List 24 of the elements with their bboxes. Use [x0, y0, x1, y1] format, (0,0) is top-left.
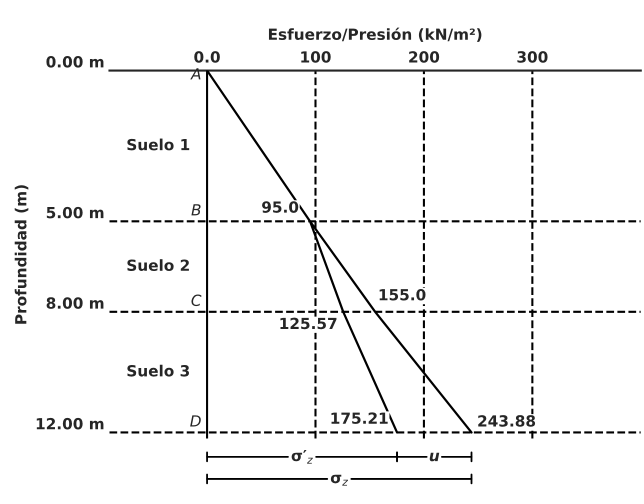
text: σ$_{z}$ [330, 474, 348, 486]
x-axis-title: Esfuerzo/Presión (kN/m²) [268, 28, 482, 42]
data-label: 243.88 [478, 415, 536, 427]
text: σ′$_{z}$ [292, 450, 313, 464]
data-label: 95.0 [262, 201, 298, 213]
annotation: Suelo 3 [127, 364, 190, 377]
annotation: B [191, 204, 201, 216]
annotation: D [190, 415, 201, 426]
annotation: Suelo 1 [127, 138, 190, 150]
x-tick-label: 100 [301, 51, 331, 63]
x-tick-label: 300 [517, 51, 548, 63]
y-tick-label: 5.00 m [46, 206, 104, 218]
y-tick-label: 0.00 m [46, 56, 104, 68]
x-tick-label: 200 [409, 51, 440, 63]
y-tick-label: 12.00 m [36, 418, 104, 430]
annotation: Suelo 2 [127, 259, 189, 272]
annotation: C [191, 294, 202, 306]
x-tick-label: 0.0 [194, 51, 220, 63]
text: u [430, 452, 440, 462]
data-label: 155.0 [380, 288, 426, 301]
y-tick-label: 8.00 m [46, 297, 104, 309]
data-label: 175.21 [331, 412, 388, 424]
data-label: 125.57 [280, 318, 336, 330]
y-axis-title: Profundidad (m) [14, 185, 28, 324]
